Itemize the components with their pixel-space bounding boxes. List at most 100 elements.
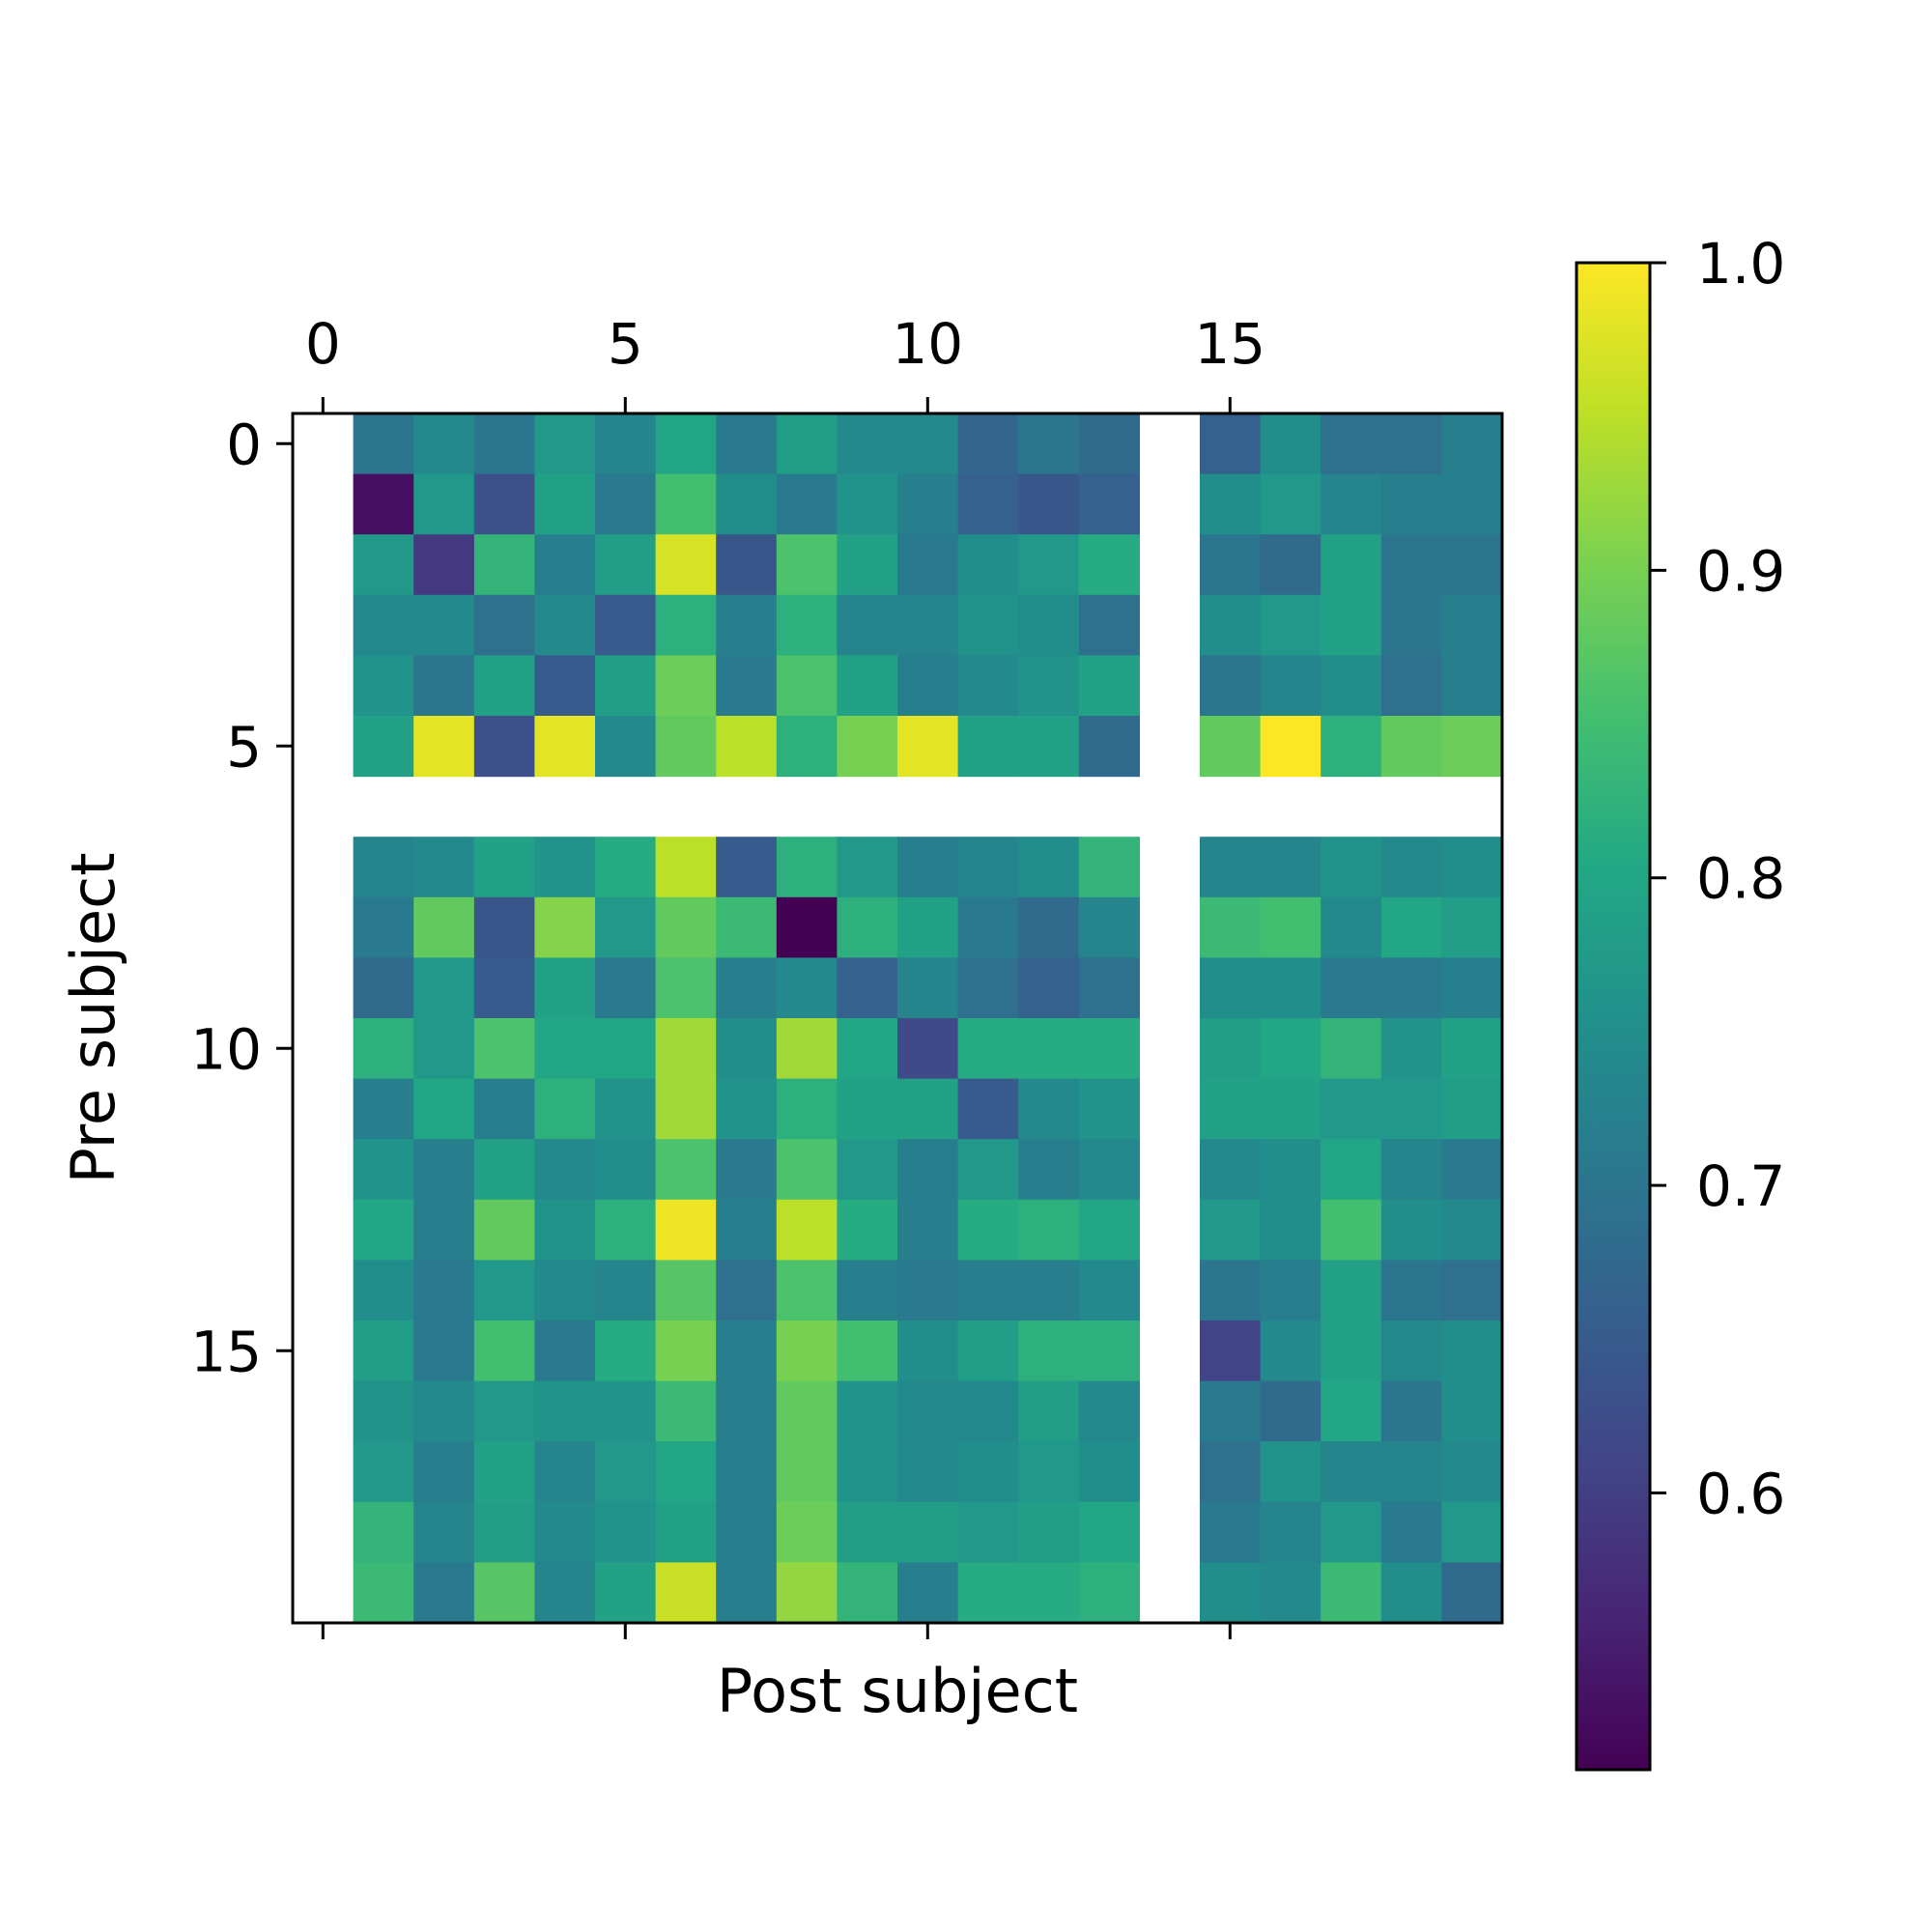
heatmap-cell — [1380, 1078, 1442, 1140]
heatmap-cell — [957, 716, 1019, 778]
heatmap-cell — [897, 473, 959, 535]
heatmap-cell — [1321, 1380, 1382, 1442]
heatmap-cell — [1321, 413, 1382, 475]
heatmap-cell — [837, 1199, 898, 1261]
heatmap-cell — [595, 896, 657, 958]
heatmap-cell — [837, 1139, 898, 1201]
heatmap-cell — [1260, 1260, 1321, 1321]
heatmap-cell — [413, 1139, 475, 1201]
heatmap-cell — [1078, 594, 1140, 656]
heatmap-cell — [655, 1501, 717, 1563]
y-tick-label: 5 — [226, 714, 262, 780]
heatmap-cell — [776, 1260, 838, 1321]
heatmap-cell — [1441, 957, 1503, 1019]
heatmap-cell — [473, 594, 535, 656]
heatmap-cell — [776, 1018, 838, 1080]
heatmap-cell — [1260, 473, 1321, 535]
heatmap-cell — [1018, 473, 1080, 535]
heatmap-cell — [957, 1018, 1019, 1080]
heatmap-cell — [716, 1260, 778, 1321]
colorbar — [1575, 261, 1652, 1772]
heatmap-cell — [1078, 1321, 1140, 1382]
heatmap-cell — [1441, 413, 1503, 475]
heatmap-cell — [1018, 896, 1080, 958]
heatmap-cell — [776, 655, 838, 717]
heatmap-cell — [413, 413, 475, 475]
heatmap-cell — [776, 534, 838, 596]
heatmap-cell — [957, 1199, 1019, 1261]
heatmap-cell — [353, 473, 414, 535]
heatmap-cell — [897, 1441, 959, 1503]
heatmap-cell — [1260, 1199, 1321, 1261]
heatmap-cell — [1260, 957, 1321, 1019]
heatmap-cell — [534, 896, 596, 958]
heatmap-cell — [776, 473, 838, 535]
heatmap-cell — [716, 716, 778, 778]
heatmap-cell — [897, 1321, 959, 1382]
heatmap-cell — [353, 716, 414, 778]
heatmap-cell — [534, 413, 596, 475]
heatmap-cell — [353, 1260, 414, 1321]
heatmap-cell — [1260, 1562, 1321, 1624]
heatmap-cell — [776, 1562, 838, 1624]
heatmap-cell — [595, 413, 657, 475]
heatmap-cell — [534, 837, 596, 898]
heatmap-cell — [353, 1562, 414, 1624]
heatmap-cell — [897, 1380, 959, 1442]
heatmap-cell — [716, 957, 778, 1019]
heatmap-cell — [1078, 1441, 1140, 1503]
heatmap-cell — [1321, 1078, 1382, 1140]
heatmap-cell — [1441, 1078, 1503, 1140]
heatmap-cell — [1260, 1380, 1321, 1442]
heatmap-cell — [595, 1078, 657, 1140]
heatmap-cell — [595, 1501, 657, 1563]
heatmap-cell — [1078, 1380, 1140, 1442]
heatmap-cell — [595, 534, 657, 596]
colorbar-tick-label: 0.9 — [1696, 538, 1785, 604]
heatmap-cell — [1200, 1562, 1262, 1624]
heatmap-cell — [1200, 655, 1262, 717]
heatmap-cell — [1078, 716, 1140, 778]
heatmap-cell — [716, 1078, 778, 1140]
heatmap-cell — [837, 1321, 898, 1382]
heatmap-cell — [716, 1199, 778, 1261]
heatmap-cell — [1018, 655, 1080, 717]
heatmap-cell — [1441, 896, 1503, 958]
heatmap-cell — [776, 594, 838, 656]
heatmap-cell — [1018, 1441, 1080, 1503]
heatmap-cell — [595, 594, 657, 656]
heatmap-cell — [473, 1321, 535, 1382]
heatmap-cell — [473, 413, 535, 475]
heatmap-cell — [1441, 534, 1503, 596]
heatmap-cell — [1441, 1199, 1503, 1261]
heatmap-cell — [1441, 716, 1503, 778]
heatmap-cell — [1078, 957, 1140, 1019]
heatmap-cell — [1018, 1562, 1080, 1624]
heatmap-cell — [837, 1078, 898, 1140]
heatmap-cell — [1200, 716, 1262, 778]
heatmap-cell — [473, 1199, 535, 1261]
heatmap-cell — [1200, 1139, 1262, 1201]
x-tick-label: 10 — [892, 311, 963, 377]
heatmap-cell — [534, 1562, 596, 1624]
heatmap-cell — [716, 655, 778, 717]
heatmap-cell — [353, 1018, 414, 1080]
heatmap-cell — [897, 896, 959, 958]
heatmap-cell — [1200, 473, 1262, 535]
heatmap-cell — [1321, 1501, 1382, 1563]
heatmap-cell — [353, 1139, 414, 1201]
heatmap-cell — [1321, 1321, 1382, 1382]
heatmap-cell — [1200, 1501, 1262, 1563]
heatmap-cell — [353, 1380, 414, 1442]
heatmap-cell — [473, 1139, 535, 1201]
heatmap-cell — [1200, 1321, 1262, 1382]
heatmap-cell — [413, 1321, 475, 1382]
heatmap-cell — [957, 655, 1019, 717]
heatmap-cell — [413, 1018, 475, 1080]
heatmap-cell — [534, 594, 596, 656]
heatmap-cell — [897, 1018, 959, 1080]
heatmap-cell — [595, 1199, 657, 1261]
heatmap-cell — [1260, 594, 1321, 656]
heatmap-cell — [534, 1078, 596, 1140]
